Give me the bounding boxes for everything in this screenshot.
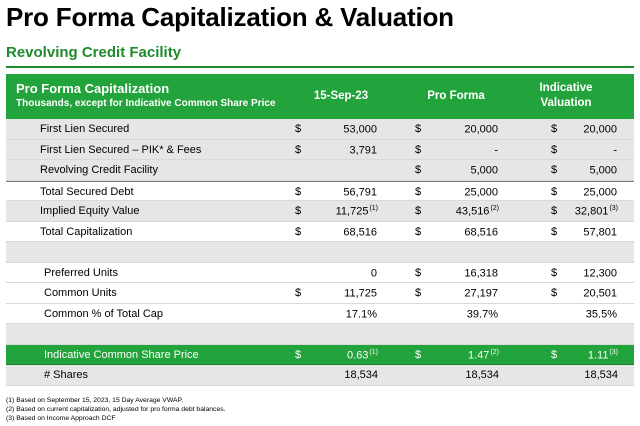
dollar-sign: $: [415, 123, 422, 135]
value-15-sep-23: [288, 164, 378, 177]
dollar-sign: $: [551, 287, 558, 299]
value-pro-forma: 16,318: [464, 267, 498, 280]
table-row: First Lien Secured $ 53,000 $ 20,000 $ 2…: [6, 119, 634, 140]
section-subtitle: Revolving Credit Facility: [6, 44, 182, 61]
dollar-sign: $: [415, 185, 422, 198]
column-header-15-sep-23: 15-Sep-23: [313, 90, 369, 102]
value-pro-forma: 20,000: [464, 123, 498, 136]
dollar-sign: $: [415, 143, 422, 156]
row-label: Preferred Units: [44, 266, 118, 279]
table-spacer-row: [6, 324, 634, 345]
row-label: Implied Equity Value: [40, 205, 140, 217]
value-15-sep-23: 18,534: [344, 369, 378, 381]
value-pro-forma: 25,000: [464, 186, 498, 199]
value-15-sep-23: 53,000: [343, 123, 377, 136]
value-pro-forma: 1.47(2): [468, 348, 499, 362]
capitalization-table: Pro Forma Capitalization Thousands, exce…: [6, 74, 634, 386]
value-15-sep-23: 68,516: [343, 226, 377, 239]
value-indicative-valuation: -: [613, 144, 617, 157]
row-label: Total Capitalization: [40, 225, 133, 238]
value-indicative-valuation: 20,501: [583, 287, 617, 300]
value-indicative-valuation: 20,000: [583, 123, 617, 136]
value-15-sep-23: 11,725(1): [335, 205, 378, 218]
table-row: Common Units $ 11,725 $ 27,197 $ 20,501: [6, 283, 634, 304]
value-pro-forma: 39.7%: [466, 308, 498, 321]
value-15-sep-23: 0: [370, 267, 377, 280]
subtitle-divider: [6, 66, 634, 68]
dollar-sign: $: [551, 185, 558, 198]
row-label: Common Units: [44, 287, 117, 299]
footnotes: (1) Based on September 15, 2023, 15 Day …: [6, 397, 226, 423]
row-label: First Lien Secured: [40, 123, 130, 135]
value-indicative-valuation: 1.11(3): [587, 348, 618, 362]
value-indicative-valuation: 25,000: [583, 186, 617, 199]
value-pro-forma: -: [494, 144, 498, 157]
value-indicative-valuation: 18,534: [584, 369, 618, 381]
table-row: First Lien Secured – PIK* & Fees $ 3,791…: [6, 139, 634, 160]
dollar-sign: $: [415, 164, 422, 176]
dollar-sign: $: [295, 205, 302, 217]
value-indicative-valuation: 57,801: [583, 226, 617, 239]
dollar-sign: $: [295, 287, 302, 299]
value-indicative-valuation: 12,300: [583, 267, 617, 280]
dollar-sign: $: [415, 205, 422, 217]
footnote: (1) Based on September 15, 2023, 15 Day …: [6, 397, 184, 404]
row-label: # Shares: [44, 369, 89, 381]
table-header: Pro Forma Capitalization Thousands, exce…: [6, 74, 634, 119]
value-indicative-valuation: 35.5%: [585, 308, 617, 321]
dollar-sign: $: [415, 266, 422, 279]
dollar-sign: $: [415, 348, 422, 361]
value-pro-forma: 68,516: [464, 226, 498, 239]
table-row: Total Capitalization $ 68,516 $ 68,516 $…: [6, 221, 634, 242]
row-label: Total Secured Debt: [40, 185, 134, 198]
table-row: Preferred Units 0 $ 16,318 $ 12,300: [6, 262, 634, 283]
dollar-sign: $: [551, 205, 558, 217]
dollar-sign: $: [551, 266, 558, 279]
value-15-sep-23: 11,725: [344, 287, 377, 300]
table-row: Common % of Total Cap 17.1% 39.7% 35.5%: [6, 303, 634, 324]
page-title: Pro Forma Capitalization & Valuation: [6, 2, 454, 32]
dollar-sign: $: [295, 123, 302, 135]
footnote: (2) Based on current capitalization, adj…: [6, 405, 226, 413]
row-label: Revolving Credit Facility: [40, 164, 158, 176]
value-pro-forma: 5,000: [470, 164, 498, 177]
table-row: Total Secured Debt $ 56,791 $ 25,000 $ 2…: [6, 180, 634, 201]
value-indicative-valuation: 32,801(3): [574, 205, 618, 218]
dollar-sign: $: [295, 185, 302, 198]
table-spacer-row: [6, 242, 634, 263]
dollar-sign: $: [551, 225, 558, 238]
column-header-valuation: Valuation: [540, 97, 592, 109]
table-header-subtitle: Thousands, except for Indicative Common …: [16, 98, 276, 109]
value-15-sep-23: 3,791: [349, 144, 377, 157]
value-15-sep-23: 0.63(1): [347, 348, 378, 362]
dollar-sign: $: [295, 348, 302, 361]
value-pro-forma: 27,197: [464, 287, 498, 300]
dollar-sign: $: [551, 143, 558, 156]
dollar-sign: $: [551, 123, 558, 135]
share-price-row: Indicative Common Share Price $ 0.63(1) …: [6, 344, 634, 365]
table-row: Implied Equity Value $ 11,725(1) $ 43,51…: [6, 201, 634, 222]
dollar-sign: $: [415, 225, 422, 238]
dollar-sign: $: [295, 225, 302, 238]
table-row: # Shares 18,534 18,534 18,534: [6, 365, 634, 386]
dollar-sign: $: [551, 348, 558, 361]
value-pro-forma: 18,534: [465, 369, 499, 381]
row-label: First Lien Secured – PIK* & Fees: [40, 143, 202, 156]
table-header-title: Pro Forma Capitalization: [16, 81, 170, 96]
dollar-sign: $: [551, 164, 558, 176]
dollar-sign: $: [415, 287, 422, 299]
dollar-sign: $: [295, 143, 302, 156]
value-indicative-valuation: 5,000: [589, 164, 617, 177]
row-label: Indicative Common Share Price: [44, 348, 199, 361]
value-15-sep-23: 17.1%: [345, 308, 377, 321]
footnote: (3) Based on Income Approach DCF: [6, 414, 116, 422]
column-header-indicative: Indicative: [539, 82, 593, 94]
column-header-pro-forma: Pro Forma: [427, 90, 485, 102]
table-row: Revolving Credit Facility $ 5,000 $ 5,00…: [6, 160, 634, 181]
value-pro-forma: 43,516(2): [455, 205, 499, 218]
value-15-sep-23: 56,791: [343, 186, 377, 199]
row-label: Common % of Total Cap: [44, 307, 164, 320]
